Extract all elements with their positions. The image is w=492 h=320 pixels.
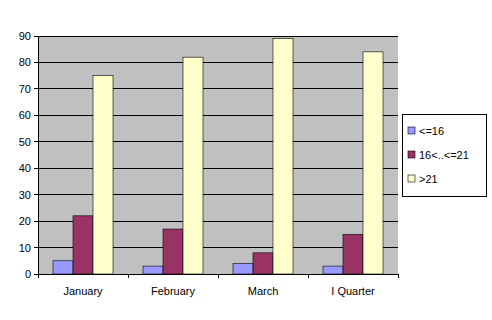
x-tick-label: January [63,285,103,297]
bar [323,266,343,274]
bar [93,76,113,274]
y-tick [34,88,38,89]
y-tick [34,36,38,37]
y-tick [34,141,38,142]
legend-box [402,114,486,196]
legend-label: <=16 [419,125,444,137]
bar [183,57,203,274]
y-tick [34,274,38,275]
y-tick [34,62,38,63]
bar [143,266,163,274]
bar [73,216,93,274]
y-tick-label: 40 [19,162,31,174]
chart-container: 0 10 20 30 40 50 60 70 80 90 January February March I… [0,0,492,320]
y-tick-label: 60 [19,109,31,121]
chart-svg: 0 10 20 30 40 50 60 70 80 90 January February March I… [0,0,492,320]
x-tick [398,274,399,278]
legend-label: >21 [419,173,438,185]
y-tick-label: 80 [19,56,31,68]
grid-line [38,62,398,63]
bars [53,39,383,274]
legend-swatch [408,127,415,134]
y-axis [38,36,39,274]
legend-label: 16<..<=21 [419,149,469,161]
grid-line [38,141,398,142]
x-tick [128,274,129,278]
y-tick [34,168,38,169]
grid-line [38,36,398,37]
bar [233,263,253,274]
y-tick-label: 30 [19,189,31,201]
bar [343,234,363,274]
grid-line [38,194,398,195]
y-tick-label: 0 [25,268,31,280]
legend-swatch [408,175,415,182]
x-tick-label: March [248,285,279,297]
x-tick [218,274,219,278]
y-tick-label: 50 [19,136,31,148]
y-tick-label: 20 [19,215,31,227]
y-tick [34,247,38,248]
y-tick [34,115,38,116]
bar [253,253,273,274]
y-tick [34,194,38,195]
y-tick-label: 90 [19,30,31,42]
legend-swatch [408,151,415,158]
bar [363,52,383,274]
x-tick-label: February [151,285,196,297]
x-tick [38,274,39,278]
grid-line [38,168,398,169]
x-tick-label: I Quarter [331,285,375,297]
x-tick [308,274,309,278]
grid-line [38,88,398,89]
y-tick [34,221,38,222]
y-tick-label: 10 [19,242,31,254]
bar [163,229,183,274]
grid-line [38,115,398,116]
y-tick-label: 70 [19,83,31,95]
bar [53,261,73,274]
plot-background [38,36,398,274]
bar [273,39,293,274]
